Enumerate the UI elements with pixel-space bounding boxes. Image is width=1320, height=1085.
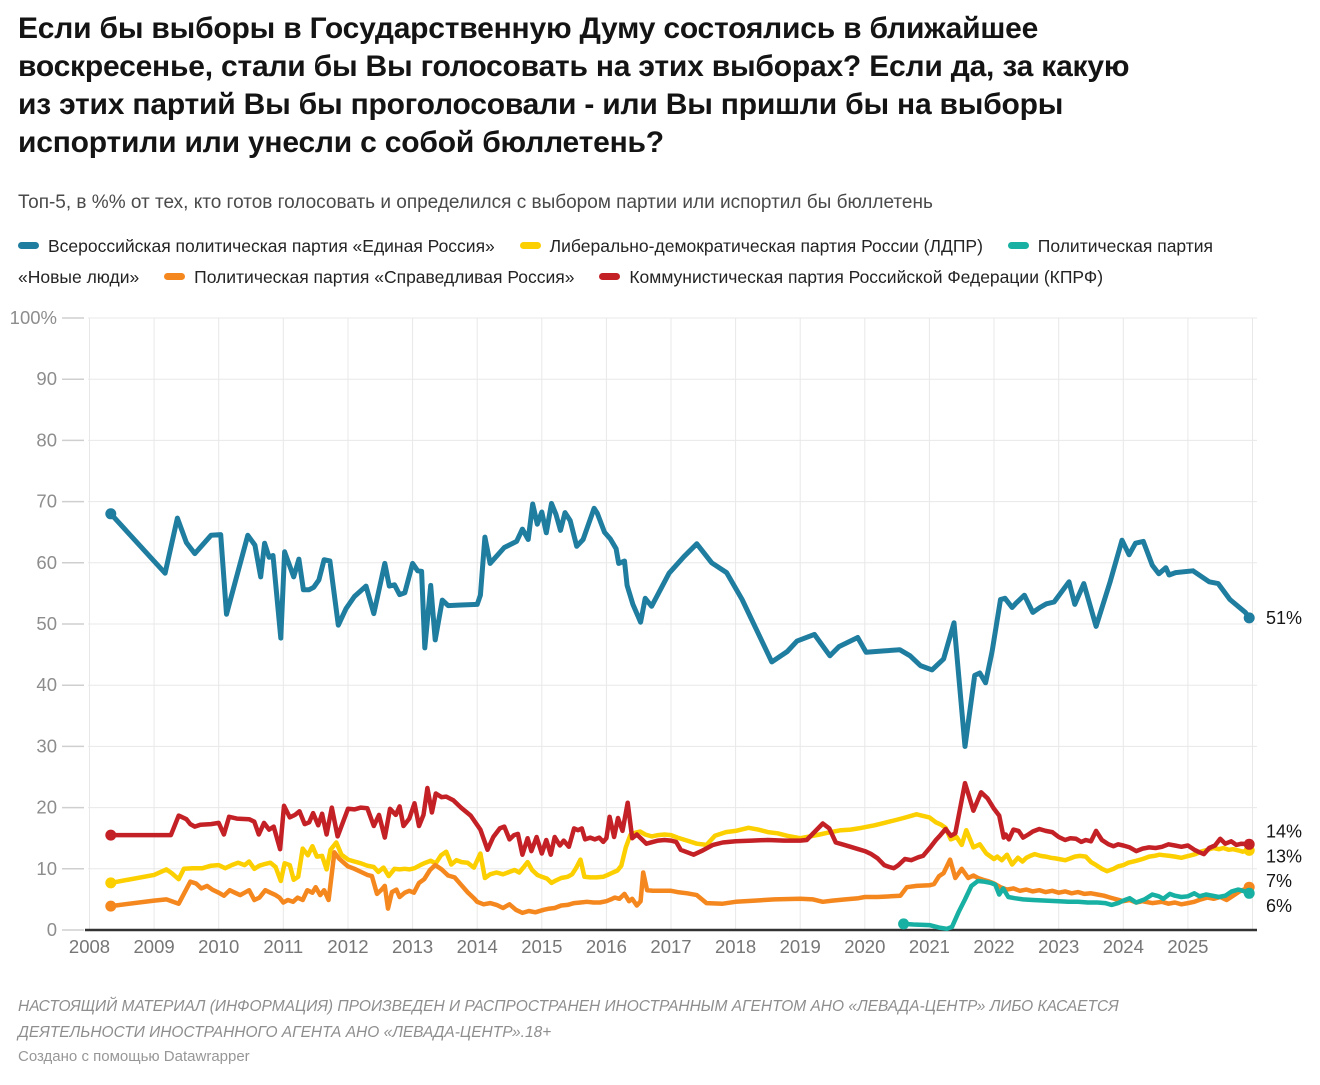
series-start-dot-kprf: [105, 829, 117, 841]
x-tick-label: 2011: [263, 936, 303, 957]
y-tick-label: 50: [36, 613, 57, 634]
legend-swatch-sr: [164, 273, 186, 281]
legend-swatch-ldpr: [519, 242, 541, 249]
legend-item-er: Всероссийская политическая партия «Едина…: [18, 236, 495, 256]
x-tick-label: 2018: [715, 936, 756, 957]
legend-item-nl: Политическая партия «Новые люди»: [18, 236, 1213, 287]
x-tick-label: 2015: [521, 936, 562, 957]
y-tick-label: 0: [47, 919, 57, 940]
title-line-3: из этих партий Вы бы проголосовали - или…: [18, 88, 1064, 122]
series-start-dot-er: [105, 508, 117, 520]
x-tick-label: 2012: [327, 936, 368, 957]
series-start-dot-nl: [898, 918, 910, 930]
legend-swatch-kprf: [599, 273, 621, 281]
x-tick-label: 2019: [780, 936, 821, 957]
y-tick-label: 20: [36, 797, 57, 818]
end-value-label-sr: 7%: [1266, 871, 1292, 891]
title-line-4: испортили или унесли с собой бюллетень?: [18, 126, 664, 160]
x-tick-labels: 2008 2009 2010 2011 2012 2013 2014 2015 2016 2017…: [69, 936, 1209, 957]
series-line-nl: [901, 878, 1252, 932]
series-end-dot-er: [1243, 612, 1255, 624]
legend-label-sr: Политическая партия «Справедливая Россия…: [194, 267, 575, 288]
y-tick-label: 30: [36, 735, 57, 756]
y-tick-label: 90: [36, 368, 57, 389]
series-line-ldpr: [108, 812, 1252, 886]
legend-swatch-nl: [1007, 242, 1029, 249]
x-tick-label: 2021: [909, 936, 950, 957]
series-line-er: [108, 500, 1252, 749]
series-start-dot-ldpr: [105, 877, 117, 889]
series-line-kprf: [108, 780, 1252, 871]
x-tick-label: 2022: [973, 936, 1014, 957]
legend-label-er: Всероссийская политическая партия «Едина…: [48, 236, 495, 256]
x-tick-label: 2017: [650, 936, 691, 957]
datawrapper-credit-link[interactable]: Создано с помощью Datawrapper: [18, 1048, 250, 1065]
y-tick-label: 60: [36, 552, 57, 573]
end-value-label-ldpr: 13%: [1266, 846, 1302, 866]
series-end-dot-kprf: [1243, 838, 1255, 850]
legend-label-kprf: Коммунистическая партия Российской Федер…: [629, 267, 1104, 288]
end-value-label-er: 51%: [1266, 608, 1302, 628]
y-tick-label: 70: [36, 491, 57, 512]
page-title: Если бы выборы в Государственную Думу со…: [18, 10, 1198, 162]
chart-subtitle: Топ-5, в %% от тех, кто готов голосовать…: [18, 192, 933, 213]
x-tick-label: 2013: [392, 936, 433, 957]
title-line-1: Если бы выборы в Государственную Думу со…: [18, 12, 1039, 45]
x-tick-label: 2008: [69, 936, 110, 957]
title-line-2: воскресенье, стали бы Вы голосовать на э…: [18, 50, 1130, 84]
legend-swatch-er: [18, 242, 39, 249]
foreign-agent-disclaimer: НАСТОЯЩИЙ МАТЕРИАЛ (ИНФОРМАЦИЯ) ПРОИЗВЕД…: [18, 994, 1314, 1047]
disclaimer-line-2: ДЕЯТЕЛЬНОСТИ ИНОСТРАННОГО АГЕНТА АНО «ЛЕ…: [18, 1024, 552, 1042]
gridlines: 100% 90 80 70 60 50 40 30 20 10 0: [10, 307, 1257, 940]
legend-item-ldpr: Либерально-демократическая партия России…: [519, 236, 983, 256]
series-start-dot-sr: [105, 900, 117, 912]
x-tick-label: 2025: [1167, 936, 1208, 957]
series-line-sr: [108, 850, 1252, 916]
y-tick-label: 100%: [10, 307, 57, 328]
x-tick-label: 2023: [1038, 936, 1079, 957]
x-tick-label: 2016: [586, 936, 627, 957]
end-value-label-kprf: 14%: [1266, 822, 1302, 842]
end-value-label-nl: 6%: [1266, 896, 1292, 916]
x-tick-label: 2014: [457, 936, 498, 957]
x-tick-label: 2020: [844, 936, 885, 957]
legend-label-ldpr: Либерально-демократическая партия России…: [549, 236, 983, 256]
disclaimer-line-1: НАСТОЯЩИЙ МАТЕРИАЛ (ИНФОРМАЦИЯ) ПРОИЗВЕД…: [18, 998, 1119, 1015]
legend-item-kprf: Коммунистическая партия Российской Федер…: [599, 267, 1103, 287]
series-end-dot-nl: [1243, 887, 1255, 899]
y-tick-label: 40: [36, 674, 57, 695]
legend-item-sr: Политическая партия «Справедливая Россия…: [164, 267, 574, 287]
x-tick-label: 2009: [134, 936, 175, 957]
legend-label-nl: Политическая партия «Новые люди»: [18, 236, 1214, 288]
y-tick-label: 80: [36, 429, 57, 450]
x-tick-label: 2010: [198, 936, 239, 957]
y-tick-label: 10: [36, 858, 57, 879]
x-tick-label: 2024: [1103, 936, 1144, 957]
legend: Всероссийская политическая партия «Едина…: [18, 231, 1273, 293]
